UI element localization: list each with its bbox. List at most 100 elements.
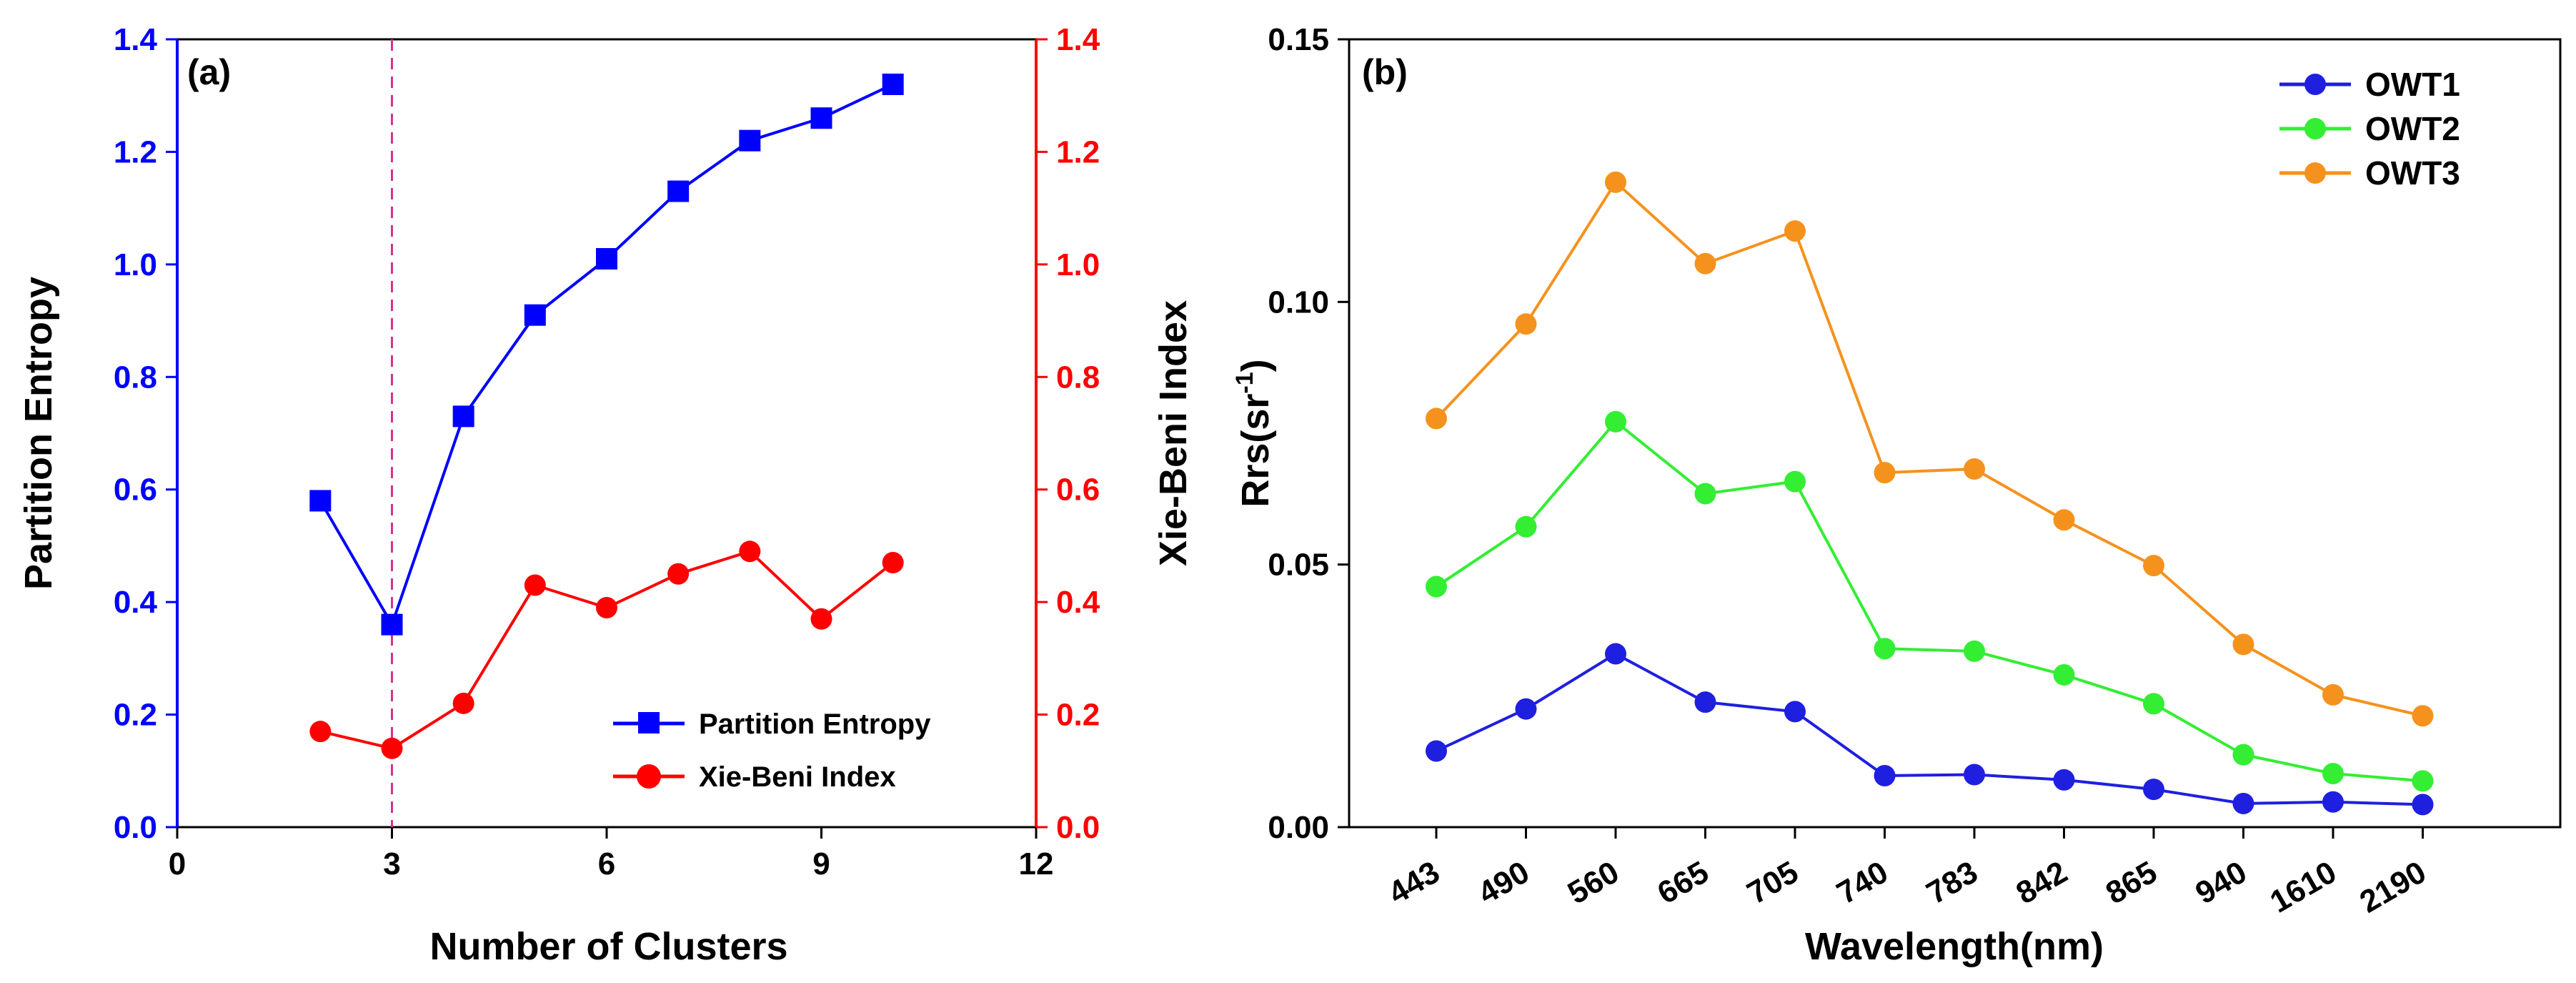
data-point <box>2143 693 2164 715</box>
data-point <box>2412 705 2434 727</box>
data-point <box>1605 410 1626 433</box>
data-point <box>1784 220 1806 242</box>
panel-a-xtick-label: 9 <box>812 846 830 881</box>
data-point <box>452 692 474 714</box>
data-point <box>381 613 403 636</box>
data-point <box>1426 576 1447 598</box>
data-point <box>1605 171 1626 193</box>
panel-a-ytick-left-label: 0.2 <box>114 698 157 733</box>
data-point <box>2412 770 2434 792</box>
data-point <box>2143 555 2164 577</box>
panel-a-ytick-right-label: 1.2 <box>1056 134 1100 169</box>
panel-b-ylabel: Rrs(sr-1) <box>1231 359 1277 507</box>
panel-a-xtick-label: 0 <box>169 846 186 881</box>
data-point <box>2053 663 2075 686</box>
data-point <box>667 180 690 202</box>
data-point <box>1964 764 1985 786</box>
data-point <box>1784 701 1806 723</box>
series-line-owt2 <box>1435 420 2423 783</box>
data-point <box>739 129 761 152</box>
panel-a-legend: Partition Entropy Xie-Beni Index <box>613 708 931 793</box>
series-line-owt1 <box>1436 652 2423 806</box>
panel-a-ytick-left-label: 0.0 <box>114 810 157 845</box>
panel-b-label: (b) <box>1362 52 1408 92</box>
panel-a-ytick-right-label: 1.4 <box>1056 22 1100 57</box>
data-point <box>1426 740 1447 762</box>
panel-a-ytick-right-label: 0.6 <box>1056 473 1100 508</box>
data-point <box>1515 698 1537 720</box>
panel-a-ylabel-right: Xie-Beni Index <box>1152 300 1195 566</box>
data-point <box>309 721 332 743</box>
panel-b-ytick-label: 0.10 <box>1268 285 1329 320</box>
panel-a-ytick-left-label: 1.0 <box>114 247 157 282</box>
panel-a-ytick-right-label: 0.4 <box>1056 585 1100 620</box>
panel-a-xlabel: Number of Clusters <box>429 925 787 968</box>
data-point <box>810 107 832 129</box>
panel-b-xtick-label: 490 <box>1472 854 1535 911</box>
panel-a-ticks: 0 3 6 9 120.00.20.40.60.81.01.21.40.00.20.40… <box>114 22 1100 881</box>
panel-a-ytick-right-label: 0.0 <box>1056 810 1100 845</box>
panel-a-ytick-right-label: 0.8 <box>1056 360 1100 395</box>
panel-b-xtick-label: 740 <box>1831 854 1894 911</box>
panel-b-xtick-label: 665 <box>1651 854 1714 911</box>
data-point <box>1605 643 1626 665</box>
panel-b-xtick-label: 842 <box>2010 854 2073 911</box>
data-point <box>739 540 761 563</box>
data-point <box>882 552 904 574</box>
data-point <box>2232 744 2254 766</box>
panel-b-ytick-label: 0.00 <box>1268 810 1329 845</box>
data-point <box>667 563 690 585</box>
panel-b-xtick-label: 865 <box>2100 854 2163 911</box>
panel-a-ytick-left-label: 0.8 <box>114 360 157 395</box>
data-point <box>882 73 904 95</box>
legend-marker-xie-beni <box>637 764 661 789</box>
panel-b-xtick-label: 705 <box>1741 854 1804 911</box>
panel-b-ticks: 0.00 0.05 0.10 0.15 443 490 560 665 705 740 783 842… <box>1268 22 2432 920</box>
panel-b-frame <box>1348 38 2562 829</box>
panel-b-ylabel-exponent: -1 <box>1231 372 1258 393</box>
panel-b-xlabel: Wavelength(nm) <box>1805 925 2104 968</box>
data-point <box>1515 515 1537 538</box>
panel-b-xtick-label: 940 <box>2189 854 2252 911</box>
data-point <box>2232 792 2254 814</box>
panel-b-chart: (b) 0.00 0.05 0.10 0.15 443 490 560 665 705 740 78… <box>1231 22 2562 968</box>
panel-b-ylabel-main: Rrs(sr <box>1234 394 1277 508</box>
data-point <box>1784 470 1806 493</box>
panel-a-xtick-label: 6 <box>598 846 615 881</box>
legend-label-partition-entropy: Partition Entropy <box>699 708 931 740</box>
panel-a-chart: (a) 0 3 6 9 120.00.20.40.60.81.01.21.40.00.2… <box>17 22 1195 968</box>
data-point <box>2412 794 2434 816</box>
legend-label-owt2: OWT2 <box>2365 110 2460 147</box>
panel-a-ytick-right-label: 0.2 <box>1056 698 1100 733</box>
legend-marker-owt2 <box>2304 118 2326 139</box>
data-point <box>1874 765 1896 787</box>
data-point <box>596 597 617 619</box>
panel-a-series <box>309 73 904 759</box>
panel-b-ylabel-close: ) <box>1234 359 1277 372</box>
panel-b-ytick-label: 0.05 <box>1268 548 1329 583</box>
data-point <box>1694 252 1716 275</box>
panel-b-xtick-label: 783 <box>1921 854 1984 911</box>
data-point <box>1964 458 1985 480</box>
data-point <box>1694 691 1716 713</box>
panel-b-xtick-label: 560 <box>1562 854 1625 911</box>
legend-marker-partition-entropy <box>638 712 660 733</box>
legend-label-owt1: OWT1 <box>2365 66 2460 103</box>
panel-a-ytick-left-label: 0.6 <box>114 473 157 508</box>
data-point <box>596 247 617 270</box>
data-point <box>1874 462 1896 484</box>
data-point <box>1874 638 1896 660</box>
data-point <box>381 737 403 759</box>
data-point <box>524 304 546 326</box>
legend-label-xie-beni: Xie-Beni Index <box>699 761 896 793</box>
data-point <box>2053 769 2075 791</box>
panel-a-ytick-left-label: 1.4 <box>114 22 158 57</box>
panel-a-xtick-label: 3 <box>383 846 400 881</box>
data-point <box>2053 509 2075 531</box>
data-point <box>452 405 474 428</box>
legend-label-owt3: OWT3 <box>2365 154 2460 192</box>
panel-a-ytick-right-label: 1.0 <box>1056 247 1100 282</box>
panel-b-xtick-label: 443 <box>1383 854 1446 911</box>
data-point <box>1426 407 1447 430</box>
